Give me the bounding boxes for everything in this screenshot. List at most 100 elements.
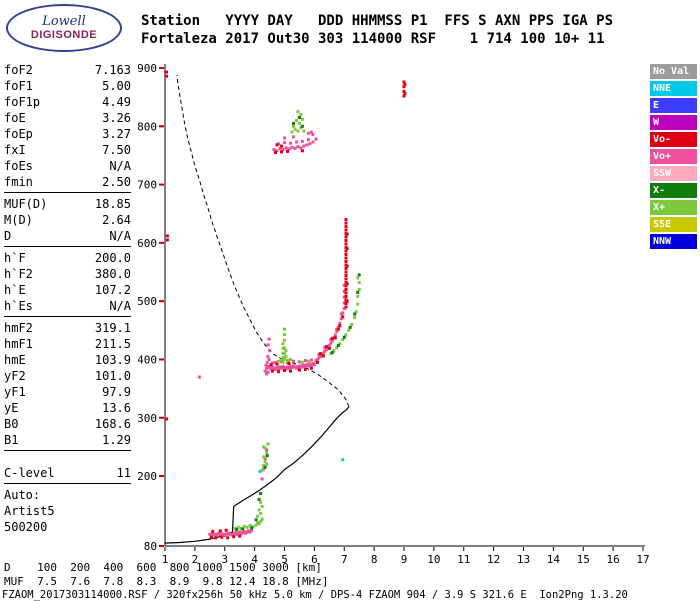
parameter-value: 103.9: [94, 353, 131, 367]
parameter-row-hme: hmE 103.9: [4, 352, 131, 368]
parameter-row-foep: foEp 3.27: [4, 126, 131, 142]
parameter-label: 500200: [4, 520, 48, 534]
y-tick-label: 800: [138, 120, 157, 133]
parameter-value: 211.5: [94, 337, 131, 351]
parameter-panel: foF2 7.163 foF1 5.00 foF1p 4.49 foE 3.26 foEp 3.2…: [4, 62, 131, 540]
parameter-row-artist5: Artist5: [4, 503, 131, 519]
parameter-row-hmf2: hmF2 319.1: [4, 320, 131, 336]
muf-row: MUF 7.5 7.6 7.8 8.3 8.9 9.8 12.4 18.8 [M…: [4, 575, 329, 588]
parameter-label: foEs: [4, 159, 33, 173]
x-tick-label: 16: [607, 553, 620, 566]
parameter-value: N/A: [109, 159, 131, 173]
x-tick-label: 2: [192, 553, 199, 566]
parameter-label: fmin: [4, 175, 33, 189]
parameter-row-foes: foEs N/A: [4, 158, 131, 174]
parameter-value: 3.26: [102, 111, 131, 125]
parameter-value: 3.27: [102, 127, 131, 141]
x-tick-label: 8: [371, 553, 378, 566]
legend-item-x-: X-: [650, 183, 697, 198]
topside-profile-dashed-line: [176, 74, 350, 407]
parameter-row-h-e: h`E 107.2: [4, 282, 131, 298]
legend-item-no-val: No Val: [650, 64, 697, 79]
echo-series-x-minus: [235, 116, 361, 532]
parameter-label: foF2: [4, 63, 33, 77]
parameter-label: C-level: [4, 466, 55, 480]
parameter-value: 319.1: [94, 321, 131, 335]
logo-lowell-text: Lowell: [42, 14, 86, 29]
parameter-value: 97.9: [102, 385, 131, 399]
x-tick-label: 15: [577, 553, 590, 566]
header-field-names: Station YYYY DAY DDD HHMMSS P1 FFS S AXN…: [141, 13, 614, 29]
parameter-value: 2.50: [102, 175, 131, 189]
x-tick-label: 9: [401, 553, 408, 566]
parameter-value: 7.50: [102, 143, 131, 157]
echo-series-x-plus: [233, 110, 361, 530]
d-distance-row: D 100 200 400 600 800 1000 1500 3000 [km…: [4, 561, 322, 574]
parameter-value: 2.64: [102, 213, 131, 227]
parameter-group: C-level 11: [4, 465, 131, 484]
parameter-value: 5.00: [102, 79, 131, 93]
parameter-value: 101.0: [94, 369, 131, 383]
parameter-label: hmE: [4, 353, 26, 367]
legend-item-sse: SSE: [650, 217, 697, 232]
parameter-label: hmF2: [4, 321, 33, 335]
parameter-value: 4.49: [102, 95, 131, 109]
x-tick-label: 11: [457, 553, 470, 566]
parameter-row-foe: foE 3.26: [4, 110, 131, 126]
parameter-value: 1.29: [102, 433, 131, 447]
parameter-value: N/A: [109, 229, 131, 243]
echo-series-vo-plus: [197, 130, 346, 537]
parameter-label: h`F: [4, 251, 26, 265]
parameter-row-c-level: C-level 11: [4, 465, 131, 481]
parameter-label: MUF(D): [4, 197, 48, 211]
parameter-row-fxi: fxI 7.50: [4, 142, 131, 158]
parameter-row-m-d-: M(D) 2.64: [4, 212, 131, 228]
parameter-row-h-es: h`Es N/A: [4, 298, 131, 314]
parameter-label: B0: [4, 417, 19, 431]
legend-item-vo-: Vo+: [650, 149, 697, 164]
parameter-group: h`F 200.0 h`F2 380.0 h`E 107.2 h`Es N/A: [4, 250, 131, 317]
parameter-group: MUF(D) 18.85 M(D) 2.64 D N/A: [4, 196, 131, 247]
y-tick-label: 600: [138, 237, 157, 250]
legend-item-x-: X+: [650, 200, 697, 215]
x-tick-label: 3: [221, 553, 228, 566]
x-tick-label: 4: [251, 553, 258, 566]
parameter-group: Auto: Artist5 500200: [4, 487, 131, 537]
parameter-label: yF1: [4, 385, 26, 399]
x-tick-label: 5: [281, 553, 288, 566]
parameter-row-muf-d-: MUF(D) 18.85: [4, 196, 131, 212]
parameter-label: h`E: [4, 283, 26, 297]
parameter-row-fof1p: foF1p 4.49: [4, 94, 131, 110]
parameter-row-ye: yE 13.6: [4, 400, 131, 416]
header-field-values: Fortaleza 2017 Out30 303 114000 RSF 1 71…: [141, 31, 605, 47]
parameter-value: 200.0: [94, 251, 131, 265]
parameter-row-fof2: foF2 7.163: [4, 62, 131, 78]
parameter-label: h`Es: [4, 299, 33, 313]
x-tick-label: 14: [547, 553, 561, 566]
y-tick-label: 200: [138, 470, 157, 483]
x-tick-label: 13: [517, 553, 530, 566]
parameter-row-fmin: fmin 2.50: [4, 174, 131, 190]
lowell-digisonde-logo: Lowell DIGISONDE: [6, 4, 122, 52]
ionogram-plot-container: 900 800 700 600 500 400 300 200 80 1 2 3 4 5 6 7 8 9 10 11 1…: [137, 58, 658, 568]
y-tick-label: 900: [138, 62, 157, 75]
parameter-row-fof1: foF1 5.00: [4, 78, 131, 94]
y-tick-label: 500: [138, 295, 157, 308]
parameter-row-500200: 500200: [4, 519, 131, 535]
parameter-value: N/A: [109, 299, 131, 313]
x-tick-label: 1: [162, 553, 169, 566]
parameter-row-hmf1: hmF1 211.5: [4, 336, 131, 352]
parameter-label: h`F2: [4, 267, 33, 281]
legend-item-nnw: NNW: [650, 234, 697, 249]
parameter-value: 7.163: [94, 63, 131, 77]
parameter-value: 107.2: [94, 283, 131, 297]
parameter-label: M(D): [4, 213, 33, 227]
parameter-label: foF1: [4, 79, 33, 93]
legend-item-vo-: Vo-: [650, 132, 697, 147]
parameter-label: D: [4, 229, 12, 243]
parameter-label: yF2: [4, 369, 26, 383]
parameter-value: 380.0: [94, 267, 131, 281]
logo-digisonde-text: DIGISONDE: [30, 29, 98, 41]
y-tick-label: 80: [144, 540, 157, 553]
